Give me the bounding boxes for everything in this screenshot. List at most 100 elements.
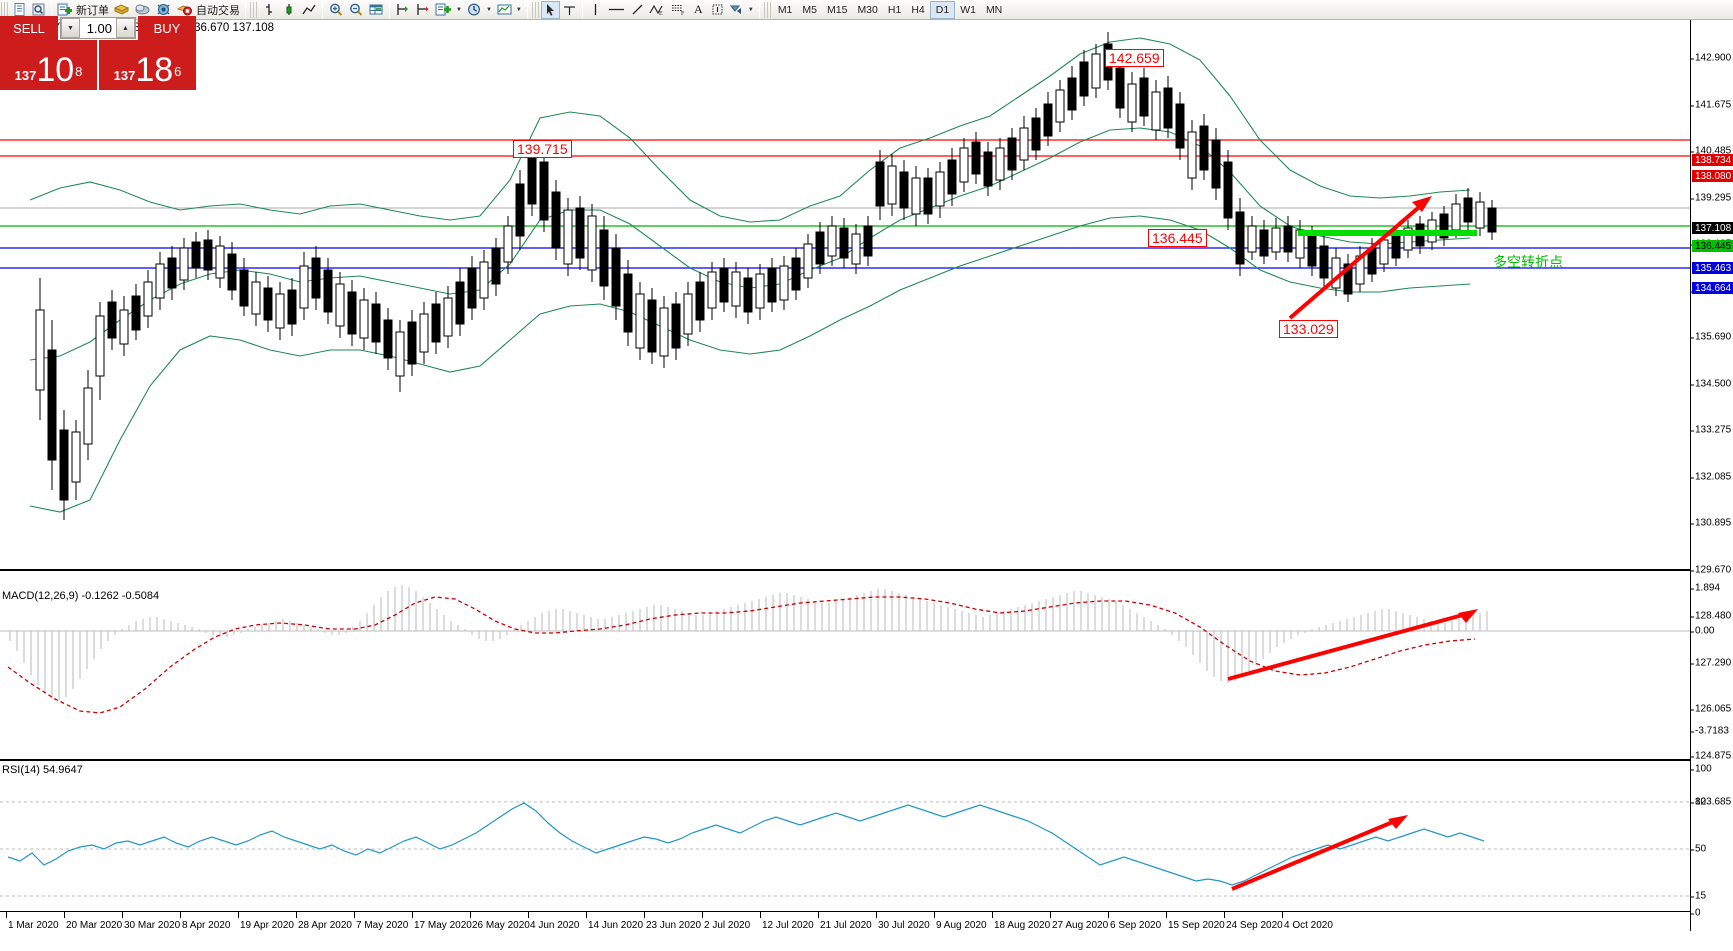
sell-price-display[interactable]: 137 10 8 xyxy=(0,40,97,90)
timeframe-h1[interactable]: H1 xyxy=(887,3,902,16)
date-tick: 27 Aug 2020 xyxy=(1049,912,1109,931)
chart-shift-icon[interactable] xyxy=(413,1,433,19)
main-toolbar: 新订单 自动交易 xyxy=(0,0,1733,20)
buy-price-fraction: 6 xyxy=(174,64,182,79)
price-label-142659[interactable]: 142.659 xyxy=(1105,49,1164,67)
toolbar-grip[interactable] xyxy=(250,1,257,18)
date-tick: 4 Oct 2020 xyxy=(1282,912,1333,931)
timeframe-d1[interactable]: D1 xyxy=(929,0,956,19)
chevron-down-icon[interactable]: ▼ xyxy=(515,6,522,13)
price-pane[interactable] xyxy=(0,20,1690,571)
toolbar-grip[interactable] xyxy=(1,1,8,18)
text-label-icon[interactable] xyxy=(708,1,727,19)
navigator-icon[interactable] xyxy=(153,1,174,19)
macd-histogram xyxy=(9,585,1488,701)
bar-chart-icon[interactable] xyxy=(259,1,279,19)
price-label-136445[interactable]: 136.445 xyxy=(1148,229,1207,247)
candlestick-chart-icon[interactable] xyxy=(279,1,299,19)
buy-button[interactable]: BUY xyxy=(138,16,196,40)
timeframe-m5[interactable]: M5 xyxy=(802,3,817,16)
timeframe-h4[interactable]: H4 xyxy=(911,3,925,16)
date-tick: 12 Jul 2020 xyxy=(760,912,814,931)
rsi-tick: 0 xyxy=(1691,908,1701,919)
price-level-badge[interactable]: 136.445 xyxy=(1692,240,1733,252)
market-watch-icon[interactable] xyxy=(132,1,153,19)
volume-increment-button[interactable]: ▲ xyxy=(116,18,135,38)
date-tick: 4 Jun 2020 xyxy=(528,912,580,931)
date-tick: 9 Aug 2020 xyxy=(934,912,987,931)
one-click-trading-panel[interactable]: SELL ▼ 1.00 ▲ BUY 137 10 8 137 18 6 xyxy=(0,16,196,90)
new-order-button[interactable]: 新订单 xyxy=(55,1,111,19)
pane-divider-macd[interactable] xyxy=(0,569,1690,571)
price-level-badge[interactable]: 137.108 xyxy=(1692,222,1733,234)
price-label-133029[interactable]: 133.029 xyxy=(1279,320,1338,338)
indicators-icon[interactable]: ▼ xyxy=(433,1,464,19)
price-tick: 128.480 xyxy=(1691,611,1731,622)
price-label-139715[interactable]: 139.715 xyxy=(513,140,572,158)
toolbar-grip[interactable] xyxy=(531,1,539,18)
price-level-badge[interactable]: 135.463 xyxy=(1692,262,1733,274)
crosshair-icon[interactable] xyxy=(560,1,579,19)
chart-canvas[interactable]: ▲ GBPJPY-, Daily 136.858 137.390 136.670… xyxy=(0,20,1733,931)
timeframe-w1[interactable]: W1 xyxy=(960,3,976,16)
period-icon[interactable]: ▼ xyxy=(464,1,494,19)
sell-price-prefix: 137 xyxy=(14,68,37,83)
sell-button[interactable]: SELL xyxy=(0,16,58,40)
timeframe-m15[interactable]: M15 xyxy=(827,3,848,16)
trendline-icon[interactable] xyxy=(628,1,647,19)
new-chart-icon[interactable] xyxy=(10,1,29,19)
price-tick: 142.900 xyxy=(1691,53,1731,64)
volume-input[interactable]: 1.00 xyxy=(80,18,116,38)
autotrading-button[interactable]: 自动交易 xyxy=(174,1,242,19)
data-window-icon[interactable] xyxy=(366,1,386,19)
macd-tick: 0.00 xyxy=(1691,626,1714,637)
vertical-line-icon[interactable] xyxy=(586,1,605,19)
new-order-label: 新订单 xyxy=(76,4,109,17)
volume-stepper[interactable]: ▼ 1.00 ▲ xyxy=(60,17,136,39)
macd-pane[interactable] xyxy=(0,571,1690,761)
timeframe-m1[interactable]: M1 xyxy=(777,3,793,16)
rsi-tick: 80 xyxy=(1691,797,1706,808)
price-level-badge[interactable]: 138.734 xyxy=(1692,154,1733,166)
search-icon[interactable] xyxy=(29,1,48,19)
cursor-icon[interactable] xyxy=(540,0,560,19)
fibonacci-icon[interactable]: F xyxy=(668,1,689,19)
zoom-in-icon[interactable] xyxy=(326,1,346,19)
expert-advisors-icon[interactable] xyxy=(111,1,132,19)
chevron-down-icon[interactable]: ▼ xyxy=(485,6,492,13)
zoom-out-icon[interactable] xyxy=(346,1,366,19)
shapes-icon[interactable]: ▼ xyxy=(727,1,756,19)
timeframe-m30[interactable]: M30 xyxy=(857,3,878,16)
chinese-annotation-note[interactable]: 多空转折点 xyxy=(1493,255,1563,271)
price-level-badge[interactable]: 134.664 xyxy=(1692,282,1733,294)
autotrading-label: 自动交易 xyxy=(196,4,240,17)
line-chart-icon[interactable] xyxy=(299,1,319,19)
templates-icon[interactable]: ▼ xyxy=(494,1,524,19)
auto-scroll-icon[interactable] xyxy=(393,1,413,19)
date-tick: 7 May 2020 xyxy=(353,912,409,931)
horizontal-line-icon[interactable] xyxy=(605,1,628,19)
price-tick: 124.875 xyxy=(1691,751,1731,762)
equidistant-channel-icon[interactable]: E xyxy=(647,1,668,19)
text-icon[interactable]: A xyxy=(689,1,708,19)
buy-price-display[interactable]: 137 18 6 xyxy=(99,40,196,90)
date-tick: 28 Apr 2020 xyxy=(296,912,352,931)
volume-decrement-button[interactable]: ▼ xyxy=(61,18,80,38)
oct-top-row: SELL ▼ 1.00 ▲ BUY xyxy=(0,16,196,40)
pane-divider-rsi[interactable] xyxy=(0,759,1690,761)
date-axis: 1 Mar 2020 20 Mar 2020 30 Mar 2020 8 Apr 20… xyxy=(0,911,1690,951)
date-tick: 1 Mar 2020 xyxy=(6,912,59,931)
price-tick: 141.675 xyxy=(1691,100,1731,111)
svg-text:E: E xyxy=(659,11,663,17)
price-level-badge[interactable]: 138.080 xyxy=(1692,170,1733,182)
chevron-down-icon[interactable]: ▼ xyxy=(456,6,462,13)
macd-tick: -3.7183 xyxy=(1691,726,1729,737)
rsi-uptrend-arrow-head xyxy=(1388,815,1408,829)
price-tick: 127.290 xyxy=(1691,658,1731,669)
toolbar-grip[interactable] xyxy=(763,1,771,18)
rsi-pane[interactable] xyxy=(0,761,1690,911)
price-axis[interactable]: 142.900141.675140.485139.295138.105136.9… xyxy=(1690,20,1733,931)
macd-uptrend-arrow-head xyxy=(1458,609,1478,623)
timeframe-mn[interactable]: MN xyxy=(985,3,1003,16)
chevron-down-icon[interactable]: ▼ xyxy=(747,6,754,13)
